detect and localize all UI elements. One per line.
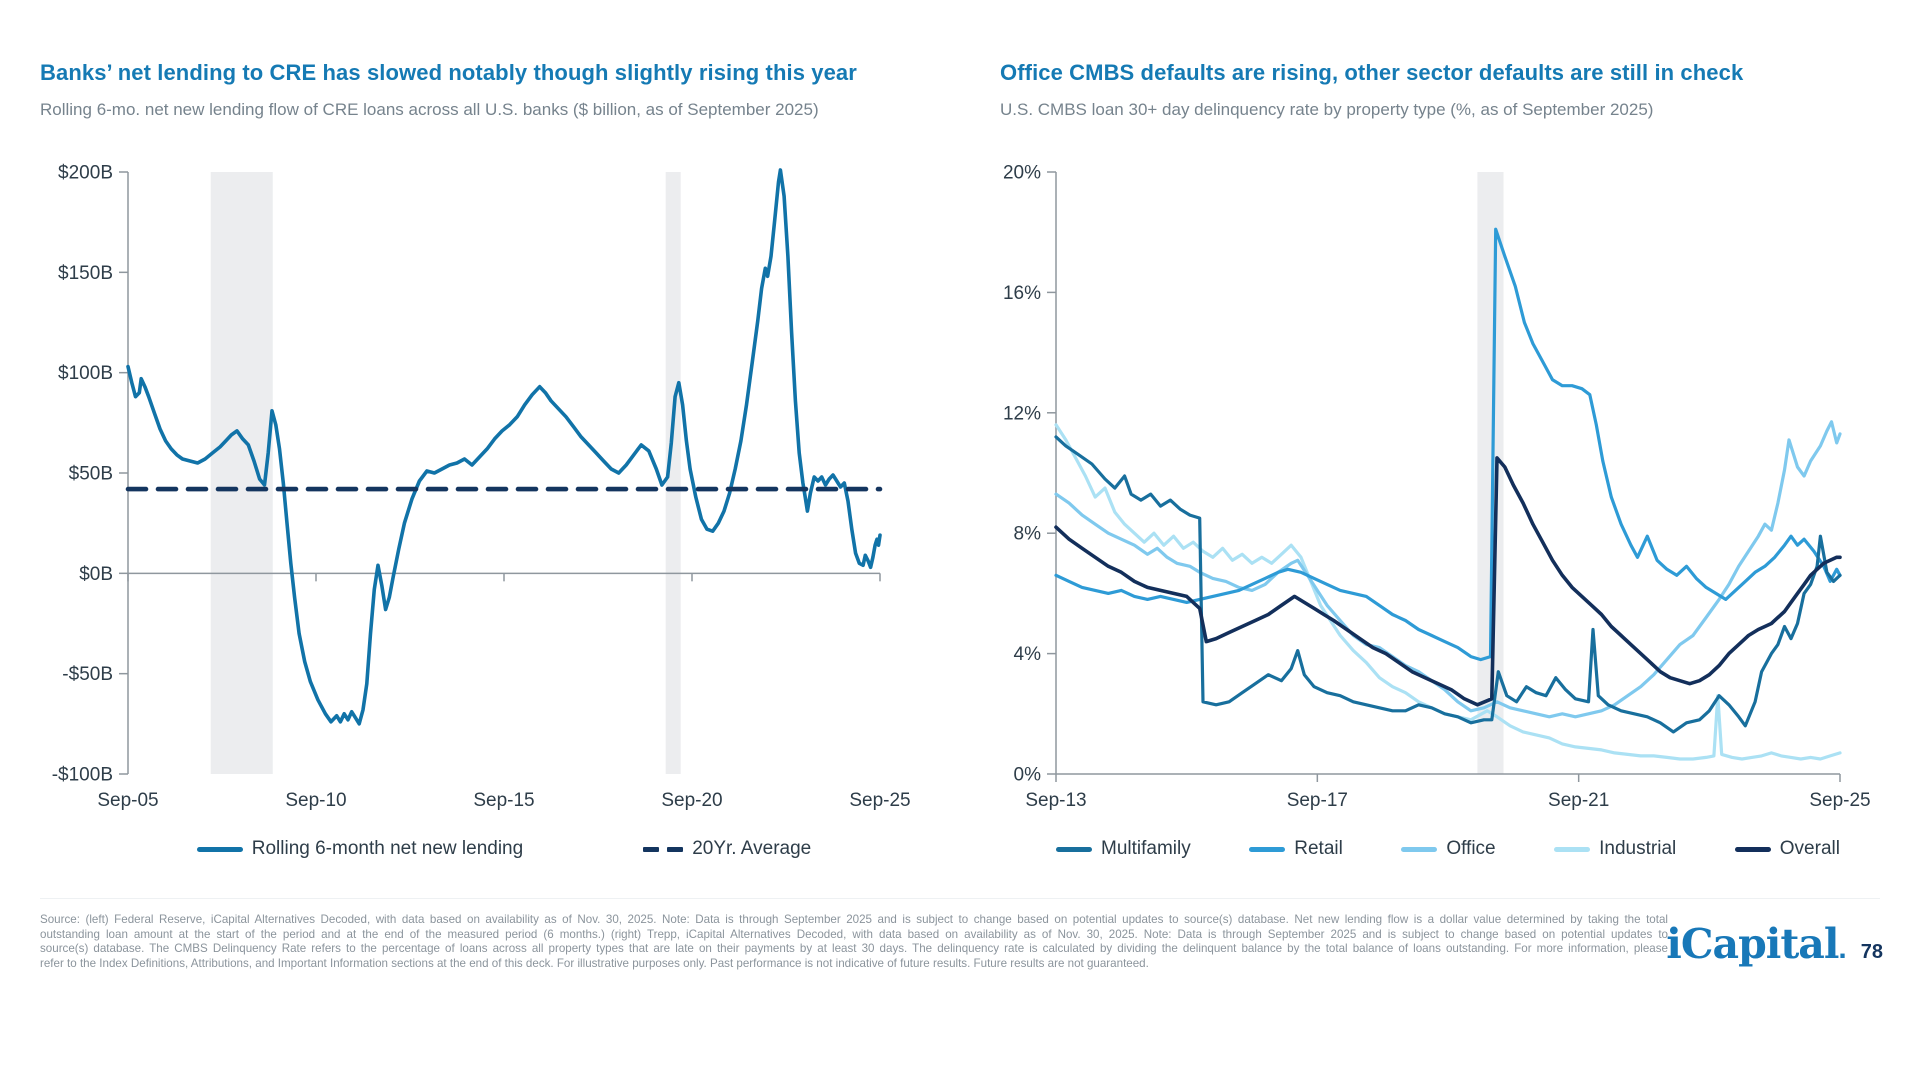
legend-line-swatch-icon	[196, 846, 243, 852]
y-tick-label: 16%	[1003, 283, 1041, 304]
legend-item-industrial: Industrial	[1554, 838, 1676, 860]
right-chart-header: Office CMBS defaults are rising, other s…	[1000, 60, 1880, 120]
legend-line-swatch-icon	[1554, 846, 1591, 852]
right-chart-legend: Multifamily Retail Office Industrial Overall	[1056, 838, 1840, 860]
y-tick-label: -$50B	[62, 664, 113, 685]
y-tick-label: 4%	[1014, 644, 1042, 665]
left-chart-header: Banks’ net lending to CRE has slowed not…	[40, 60, 920, 120]
x-tick-label: Sep-13	[1025, 790, 1086, 811]
legend-label: Rolling 6-month net new lending	[251, 838, 524, 859]
legend-line-swatch-icon	[1056, 846, 1092, 852]
net-lending-line-chart: $200B $150B $100B $50B $0B -$50B -$100B Sep-05 S…	[52, 163, 911, 812]
recession-band	[665, 172, 681, 774]
x-tick-label: Sep-25	[1809, 790, 1870, 811]
y-tick-label: $150B	[58, 263, 113, 284]
delinquency-rate-line-chart: 20% 16% 12% 8% 4% 0% Sep-13 Sep-17 Sep-21 Sep-25	[1003, 163, 1871, 812]
left-chart-title: Banks’ net lending to CRE has slowed not…	[40, 60, 857, 85]
x-tick-label: Sep-25	[849, 790, 910, 811]
series-line-rolling-6-month-net-new-lending	[126, 168, 882, 726]
icapital-logo: iCapital. 78	[1666, 920, 1883, 968]
legend-label: Overall	[1779, 838, 1840, 859]
legend-item-rolling-6-month-net-new-lending: Rolling 6-month net new lending	[196, 838, 524, 860]
legend-label: Industrial	[1599, 838, 1677, 859]
left-chart-subtitle: Rolling 6-mo. net new lending flow of CR…	[40, 100, 819, 119]
y-tick-label: $50B	[69, 464, 113, 485]
legend-label: 20Yr. Average	[692, 838, 812, 859]
series-line-overall	[1054, 456, 1842, 707]
logo-wordmark: iCapital	[1666, 920, 1839, 968]
y-tick-label: 20%	[1003, 163, 1041, 184]
y-tick-label: 0%	[1014, 765, 1042, 786]
right-chart-title: Office CMBS defaults are rising, other s…	[1000, 60, 1744, 85]
legend-line-swatch-icon	[1401, 846, 1438, 852]
y-tick-label: 12%	[1003, 403, 1041, 424]
x-tick-label: Sep-20	[661, 790, 722, 811]
logo-dot: .	[1838, 932, 1847, 965]
x-tick-label: Sep-05	[97, 790, 158, 811]
legend-item-retail: Retail	[1249, 838, 1343, 860]
footer-line: outstanding loan amount at the start of …	[40, 927, 1668, 941]
series-line-office	[1054, 420, 1842, 719]
footer-line: refer to the Index Definitions, Attribut…	[40, 956, 1149, 970]
legend-label: Office	[1446, 838, 1496, 859]
legend-item-office: Office	[1401, 838, 1496, 860]
legend-label: Retail	[1294, 838, 1343, 859]
y-tick-label: 8%	[1014, 524, 1042, 545]
legend-item-overall: Overall	[1734, 838, 1840, 860]
footer-text: Source: (left) Federal Reserve, iCapital…	[40, 913, 1668, 971]
y-tick-label: $200B	[58, 163, 113, 184]
left-chart-legend: Rolling 6-month net new lending 20Yr. Ave…	[128, 838, 880, 860]
series-line-multifamily	[1054, 435, 1842, 734]
footer-disclosure: Source: (left) Federal Reserve, iCapital…	[40, 898, 1880, 971]
x-tick-label: Sep-15	[473, 790, 534, 811]
series-line-retail	[1054, 227, 1842, 662]
x-tick-label: Sep-10	[285, 790, 346, 811]
legend-item-multifamily: Multifamily	[1056, 838, 1191, 860]
footer-line: source(s) database. The CMBS Delinquency…	[40, 942, 1668, 956]
right-chart-subtitle: U.S. CMBS loan 30+ day delinquency rate …	[1000, 100, 1654, 119]
footer-line: Source: (left) Federal Reserve, iCapital…	[40, 913, 1668, 926]
page-number: 78	[1860, 941, 1883, 963]
x-tick-label: Sep-21	[1548, 790, 1609, 811]
legend-line-swatch-icon	[1734, 846, 1771, 852]
legend-item-20yr-average: 20Yr. Average	[643, 838, 811, 860]
y-tick-label: $0B	[79, 564, 113, 585]
legend-label: Multifamily	[1101, 838, 1191, 859]
y-tick-label: $100B	[58, 363, 113, 384]
legend-dash-swatch-icon	[643, 846, 684, 852]
y-tick-label: -$100B	[52, 765, 113, 786]
legend-line-swatch-icon	[1249, 846, 1286, 852]
x-tick-label: Sep-17	[1287, 790, 1348, 811]
recession-band	[210, 172, 273, 774]
